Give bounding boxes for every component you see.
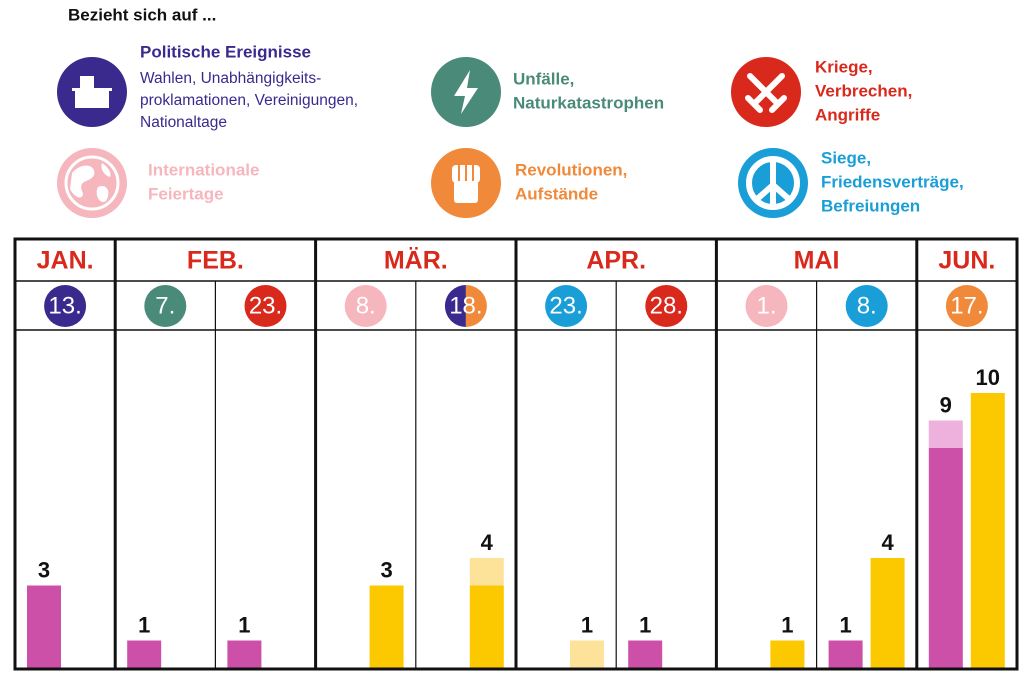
bar-segment [469,558,504,586]
bar-segment [828,640,863,668]
day-circle [545,285,588,327]
bar-segment [970,393,1005,668]
bar-label: 1 [839,612,851,637]
legend-icon [431,148,501,218]
legend-icon [431,57,501,127]
bar-segment [127,640,162,668]
day-label: 23. [249,292,282,319]
bar-label: 4 [881,530,894,555]
day-circle [845,285,888,327]
bar-label: 1 [138,612,150,637]
bar-label: 9 [940,392,952,417]
bar-label: 1 [238,612,250,637]
bar-segment [369,585,404,668]
day-circle [645,285,688,327]
bar-label: 10 [976,365,1000,390]
month-label: MAI [794,247,840,275]
bar-label: 1 [639,612,651,637]
bar-segment [227,640,262,668]
bar-segment [928,448,963,668]
day-label: 23. [549,292,582,319]
month-label: MÄR. [384,247,448,275]
bar-segment [27,585,61,668]
bar-segment [628,640,663,668]
icon-glyph [746,156,800,210]
day-label: 28. [650,292,683,319]
day-circle [144,285,187,327]
legend-item-title: Kriege, [815,57,873,76]
month-label: JAN. [37,247,94,275]
day-circle [945,285,988,327]
icon-glyph [72,76,112,108]
legend-item-description: proklamationen, Vereinigungen, [140,92,358,109]
legend-item-title: Angriffe [815,105,880,124]
day-circle [344,285,387,327]
legend-item-title: Siege, [821,148,871,167]
bar-label: 3 [38,557,50,582]
bar-segment [770,640,805,668]
icon-glyph [452,165,480,203]
legend-item-title: Naturkatastrophen [513,93,664,112]
month-label: APR. [586,247,646,275]
month-label: JUN. [938,247,995,275]
icon-glyph [745,73,787,113]
legend-item-title: Unfälle, [513,69,574,88]
legend-item-title: Verbrechen, [815,81,912,100]
bar-label: 1 [781,612,793,637]
day-label: 8. [356,292,376,319]
legend-item-description: Nationaltage [140,114,227,131]
day-circle [745,285,788,327]
bar-segment [928,420,963,448]
bar-label: 1 [581,612,593,637]
legend-icon [738,148,808,218]
bar-label: 4 [481,530,494,555]
legend-item-title: Feiertage [148,184,224,203]
legend-title: Bezieht sich auf ... [68,5,216,24]
legend-item-title: Politische Ereignisse [140,42,311,61]
legend-item-title: Revolutionen, [515,160,627,179]
day-label: 8. [857,292,877,319]
bar-segment [570,640,604,668]
legend-icon [57,57,127,127]
day-label: 1. [756,292,776,319]
day-circle [465,285,487,327]
day-label: 7. [155,292,175,319]
legend-item-title: Internationale [148,160,259,179]
bar-label: 3 [380,557,392,582]
icon-glyph [64,155,120,211]
day-label: 13. [48,292,81,319]
day-label: 17. [950,292,983,319]
bar-segment [469,585,504,668]
icon-glyph [454,70,478,114]
legend-icon [731,57,801,127]
day-circle [444,285,466,327]
bar-segment [870,558,905,668]
day-label: 18. [449,292,482,319]
month-label: FEB. [187,247,244,275]
day-circle [44,285,87,327]
legend-item-title: Friedensverträge, [821,172,964,191]
legend-icon [57,148,127,218]
day-circle [244,285,287,327]
legend-item-title: Befreiungen [821,196,920,215]
legend-item-title: Aufstände [515,184,598,203]
legend-item-description: Wahlen, Unabhängigkeits- [140,70,321,87]
